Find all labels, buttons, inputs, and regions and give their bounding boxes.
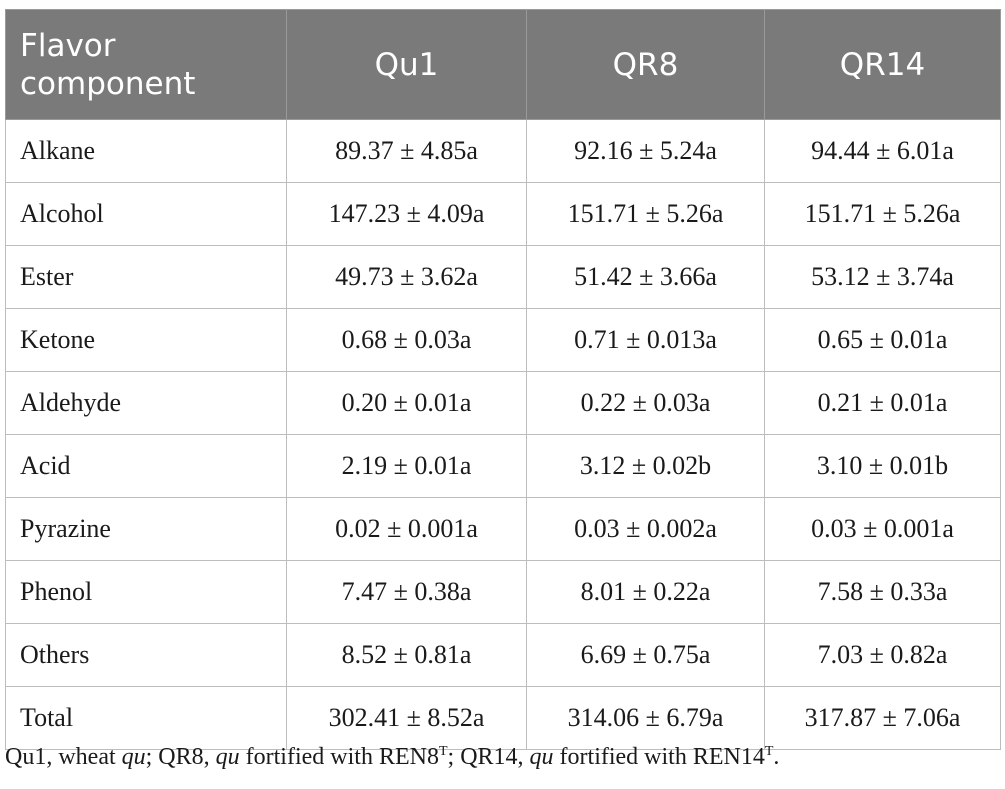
header-qr8: QR8 (526, 9, 765, 120)
cell-qr8: 3.12 ± 0.02b (526, 434, 765, 498)
footnote-text: Qu1, wheat (5, 744, 122, 770)
table-row: Aldehyde 0.20 ± 0.01a 0.22 ± 0.03a 0.21 … (5, 371, 1001, 435)
cell-qu1: 0.20 ± 0.01a (286, 371, 527, 435)
header-row: Flavor component Qu1 QR8 QR14 (5, 9, 1001, 120)
cell-qu1: 49.73 ± 3.62a (286, 245, 527, 309)
cell-qr14: 0.21 ± 0.01a (764, 371, 1001, 435)
header-flavor-component: Flavor component (5, 9, 287, 120)
cell-qu1: 302.41 ± 8.52a (286, 686, 527, 750)
cell-qr14: 94.44 ± 6.01a (764, 119, 1001, 183)
table-row: Alcohol 147.23 ± 4.09a 151.71 ± 5.26a 15… (5, 182, 1001, 246)
table-header: Flavor component Qu1 QR8 QR14 (5, 9, 1001, 120)
footnote-text: . (773, 744, 780, 770)
footnote-italic-qu: qu (121, 744, 146, 770)
table-row: Pyrazine 0.02 ± 0.001a 0.03 ± 0.002a 0.0… (5, 497, 1001, 561)
table-row: Ketone 0.68 ± 0.03a 0.71 ± 0.013a 0.65 ±… (5, 308, 1001, 372)
cell-qr8: 0.71 ± 0.013a (526, 308, 765, 372)
header-qr14: QR14 (764, 9, 1001, 120)
table-row: Alkane 89.37 ± 4.85a 92.16 ± 5.24a 94.44… (5, 119, 1001, 183)
footnote-text: fortified with REN14 (553, 744, 765, 770)
cell-qr14: 0.03 ± 0.001a (764, 497, 1001, 561)
footnote-superscript: T (764, 744, 774, 759)
table-row: Phenol 7.47 ± 0.38a 8.01 ± 0.22a 7.58 ± … (5, 560, 1001, 624)
table-footnote: Qu1, wheat qu; QR8, qu fortified with RE… (5, 744, 779, 771)
row-label: Acid (5, 434, 287, 498)
cell-qr14: 151.71 ± 5.26a (764, 182, 1001, 246)
row-label: Alkane (5, 119, 287, 183)
cell-qr14: 53.12 ± 3.74a (764, 245, 1001, 309)
cell-qr8: 51.42 ± 3.66a (526, 245, 765, 309)
flavor-components-table: Flavor component Qu1 QR8 QR14 Alkane 89.… (5, 9, 1001, 750)
footnote-italic-qu: qu (215, 744, 240, 770)
footnote-superscript: T (438, 744, 448, 759)
cell-qu1: 147.23 ± 4.09a (286, 182, 527, 246)
row-label: Phenol (5, 560, 287, 624)
cell-qr8: 151.71 ± 5.26a (526, 182, 765, 246)
cell-qr8: 8.01 ± 0.22a (526, 560, 765, 624)
row-label: Ketone (5, 308, 287, 372)
cell-qu1: 0.02 ± 0.001a (286, 497, 527, 561)
cell-qu1: 89.37 ± 4.85a (286, 119, 527, 183)
row-label: Ester (5, 245, 287, 309)
footnote-italic-qu: qu (529, 744, 554, 770)
cell-qu1: 0.68 ± 0.03a (286, 308, 527, 372)
row-label: Pyrazine (5, 497, 287, 561)
cell-qr8: 6.69 ± 0.75a (526, 623, 765, 687)
cell-qr14: 7.03 ± 0.82a (764, 623, 1001, 687)
footnote-text: ; QR14, (447, 744, 530, 770)
cell-qr8: 0.03 ± 0.002a (526, 497, 765, 561)
table-row: Total 302.41 ± 8.52a 314.06 ± 6.79a 317.… (5, 686, 1001, 750)
row-label: Total (5, 686, 287, 750)
cell-qr8: 314.06 ± 6.79a (526, 686, 765, 750)
cell-qu1: 8.52 ± 0.81a (286, 623, 527, 687)
cell-qr14: 317.87 ± 7.06a (764, 686, 1001, 750)
footnote-text: ; QR8, (145, 744, 216, 770)
table-row: Ester 49.73 ± 3.62a 51.42 ± 3.66a 53.12 … (5, 245, 1001, 309)
header-qu1: Qu1 (286, 9, 527, 120)
footnote-text: fortified with REN8 (239, 744, 439, 770)
cell-qr8: 0.22 ± 0.03a (526, 371, 765, 435)
cell-qu1: 7.47 ± 0.38a (286, 560, 527, 624)
row-label: Alcohol (5, 182, 287, 246)
cell-qu1: 2.19 ± 0.01a (286, 434, 527, 498)
table-row: Others 8.52 ± 0.81a 6.69 ± 0.75a 7.03 ± … (5, 623, 1001, 687)
row-label: Aldehyde (5, 371, 287, 435)
table-body: Alkane 89.37 ± 4.85a 92.16 ± 5.24a 94.44… (5, 119, 1001, 750)
data-table-container: Flavor component Qu1 QR8 QR14 Alkane 89.… (5, 9, 1001, 750)
cell-qr14: 0.65 ± 0.01a (764, 308, 1001, 372)
table-row: Acid 2.19 ± 0.01a 3.12 ± 0.02b 3.10 ± 0.… (5, 434, 1001, 498)
cell-qr14: 3.10 ± 0.01b (764, 434, 1001, 498)
cell-qr8: 92.16 ± 5.24a (526, 119, 765, 183)
row-label: Others (5, 623, 287, 687)
cell-qr14: 7.58 ± 0.33a (764, 560, 1001, 624)
